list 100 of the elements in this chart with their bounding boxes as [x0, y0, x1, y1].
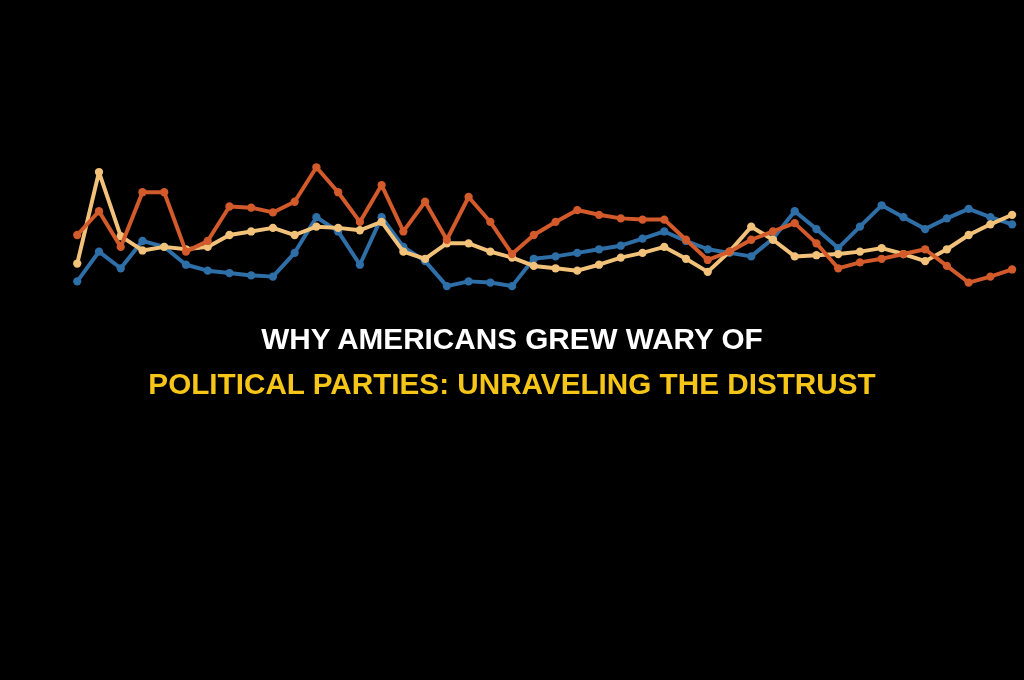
point: [94, 207, 104, 216]
point: [268, 208, 278, 217]
point: [377, 217, 386, 227]
point: [703, 255, 712, 265]
point: [942, 261, 952, 271]
point: [703, 245, 712, 254]
point: [638, 234, 647, 243]
point: [855, 258, 865, 267]
point: [247, 203, 256, 212]
point: [812, 251, 821, 260]
point: [834, 264, 843, 273]
point: [507, 249, 517, 259]
point: [812, 224, 821, 234]
point: [855, 247, 865, 256]
point: [225, 230, 234, 240]
point: [138, 188, 147, 197]
point: [312, 163, 321, 172]
point: [507, 281, 517, 291]
point: [573, 266, 582, 275]
point: [355, 217, 365, 227]
point: [964, 278, 973, 287]
point: [442, 281, 451, 291]
point: [399, 247, 408, 256]
point: [181, 260, 191, 269]
point: [747, 252, 756, 261]
point: [921, 245, 930, 254]
point: [638, 215, 647, 224]
point: [921, 224, 930, 234]
point: [899, 213, 908, 222]
point: [616, 253, 625, 262]
point: [594, 245, 604, 254]
text: WHY AMERICANS GREW WARY OF POLITICAL PARTIES: UNRAVELING THE DISTRUST: [148, 322, 876, 401]
point: [877, 243, 886, 253]
point: [529, 230, 538, 240]
point: [160, 188, 169, 197]
point: [268, 223, 278, 233]
point: [464, 277, 473, 286]
point: [464, 192, 473, 202]
point: [529, 254, 538, 263]
point: [790, 252, 799, 261]
point: [312, 222, 321, 231]
point: [768, 227, 778, 236]
point: [573, 205, 582, 215]
point: [355, 260, 365, 269]
point: [638, 248, 647, 257]
point: [203, 266, 212, 275]
point: [138, 236, 147, 246]
point: [877, 201, 886, 210]
point: [334, 223, 343, 233]
point: [594, 260, 604, 269]
point: [268, 272, 278, 281]
point: [921, 257, 930, 266]
point: [703, 267, 712, 276]
point: [312, 213, 321, 222]
point: [73, 259, 82, 268]
point: [834, 249, 843, 259]
point: [790, 218, 799, 228]
point: [355, 226, 365, 235]
point: [290, 230, 299, 240]
point: [812, 239, 821, 248]
point: [551, 217, 560, 227]
point: [247, 227, 256, 236]
point: [964, 204, 973, 213]
point: [747, 222, 756, 231]
point: [247, 271, 256, 280]
point: [334, 188, 343, 197]
point: [529, 261, 538, 271]
point: [203, 236, 212, 246]
point: [855, 222, 865, 231]
point: [986, 213, 995, 222]
point: [486, 217, 495, 227]
point: [964, 230, 973, 240]
point: [747, 235, 756, 244]
point: [594, 210, 604, 219]
point: [225, 202, 234, 211]
point: [573, 248, 582, 257]
point: [464, 239, 473, 248]
point: [660, 215, 669, 224]
point: [1007, 220, 1017, 229]
point: [1007, 265, 1017, 274]
point: [790, 207, 799, 216]
point: [486, 278, 495, 287]
point: [225, 268, 234, 278]
point: [94, 247, 104, 256]
point: [660, 227, 669, 236]
point: [616, 241, 625, 250]
point: [551, 264, 560, 273]
point: [73, 230, 82, 240]
point: [942, 214, 952, 223]
point: [551, 252, 560, 261]
point: [486, 247, 495, 256]
point: [681, 254, 691, 263]
point: [116, 264, 125, 273]
point: [616, 214, 625, 223]
point: [1007, 210, 1017, 219]
point: [94, 167, 104, 177]
point: [73, 277, 82, 286]
point: [290, 197, 299, 206]
point: [986, 272, 995, 281]
point: [138, 246, 147, 255]
